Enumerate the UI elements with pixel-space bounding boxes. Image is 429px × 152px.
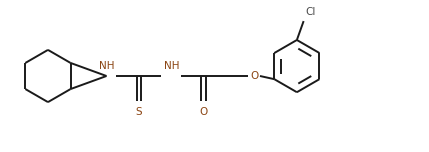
Text: NH: NH: [163, 61, 179, 71]
Text: O: O: [199, 107, 208, 117]
Text: S: S: [136, 107, 142, 117]
Text: NH: NH: [99, 61, 114, 71]
Text: O: O: [250, 71, 258, 81]
Text: Cl: Cl: [305, 7, 315, 17]
